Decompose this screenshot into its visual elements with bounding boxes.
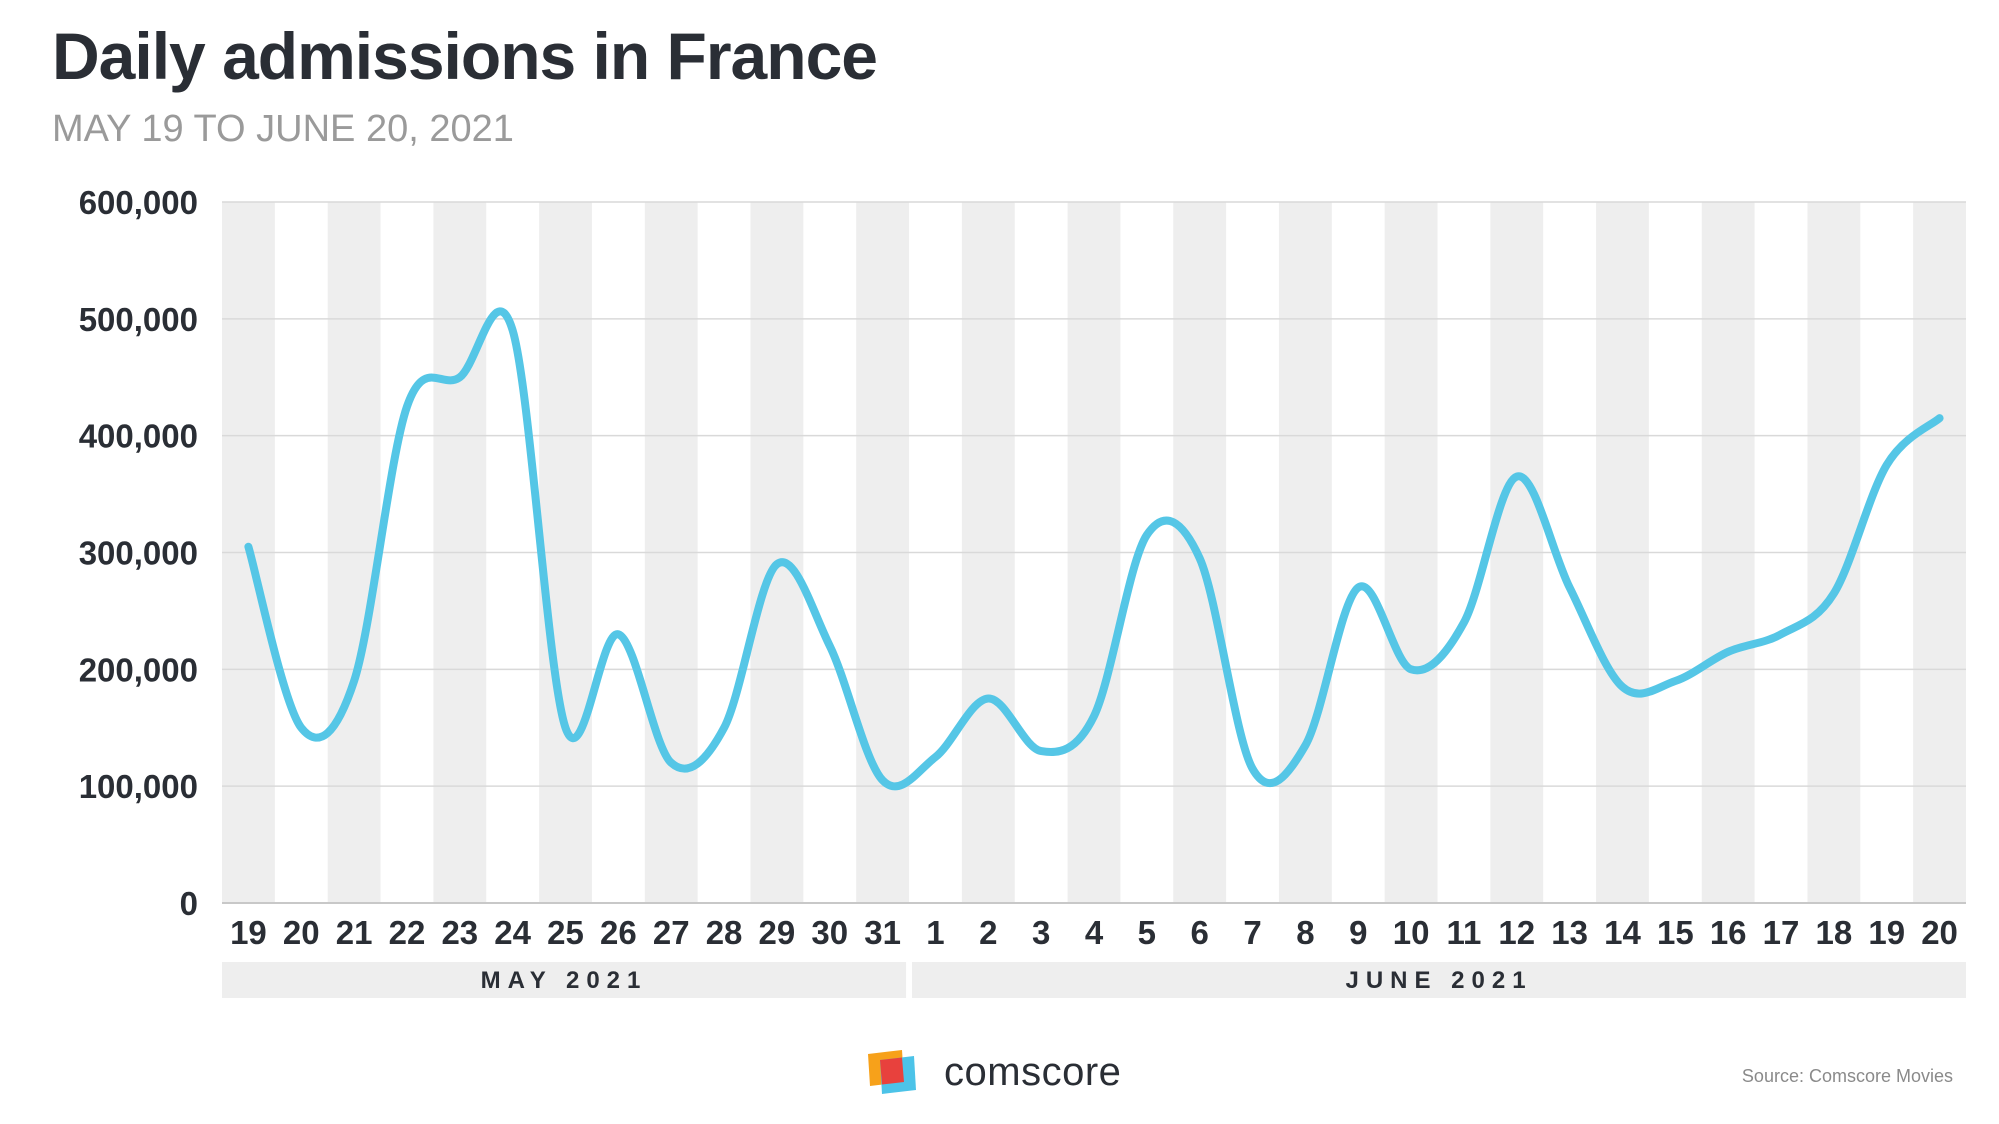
y-tick-label: 200,000	[79, 651, 198, 688]
data-point	[1516, 476, 1518, 478]
x-tick-label: 30	[811, 914, 848, 951]
data-point	[1199, 557, 1201, 559]
data-point	[565, 727, 567, 729]
data-point	[1040, 750, 1042, 752]
x-tick-label: 19	[1868, 914, 1905, 951]
x-tick-label: 18	[1816, 914, 1853, 951]
x-tick-label: 11	[1446, 914, 1481, 951]
data-point	[829, 645, 831, 647]
data-point	[1727, 651, 1729, 653]
comscore-logo-text: comscore	[944, 1049, 1122, 1094]
data-point	[617, 633, 619, 635]
x-tick-label: 1	[926, 914, 944, 951]
data-point	[1674, 680, 1676, 682]
x-tick-label: 25	[547, 914, 584, 951]
x-tick-label: 3	[1032, 914, 1050, 951]
x-tick-label: 21	[336, 914, 373, 951]
data-point	[1569, 587, 1571, 589]
comscore-logo: comscore	[866, 1048, 1121, 1096]
x-tick-label: 20	[283, 914, 320, 951]
x-tick-label: 14	[1604, 914, 1641, 951]
x-tick-label: 17	[1763, 914, 1800, 951]
x-tick-label: 26	[600, 914, 637, 951]
data-point	[1304, 744, 1306, 746]
y-tick-label: 100,000	[79, 768, 198, 805]
data-point	[406, 405, 408, 407]
x-tick-label: 23	[441, 914, 478, 951]
source-note: Source: Comscore Movies	[1741, 1066, 1953, 1086]
data-point	[1833, 592, 1835, 594]
x-tick-label: 16	[1710, 914, 1747, 951]
x-tick-label: 13	[1551, 914, 1588, 951]
data-point	[1410, 668, 1412, 670]
x-tick-label: 29	[759, 914, 796, 951]
y-tick-label: 400,000	[79, 418, 198, 455]
x-tick-label: 19	[230, 914, 267, 951]
data-point	[1886, 464, 1888, 466]
data-point	[1780, 633, 1782, 635]
data-point	[512, 330, 514, 332]
data-point	[1146, 534, 1148, 536]
data-point	[1357, 587, 1359, 589]
series-line	[244, 307, 1944, 791]
y-tick-label: 0	[180, 885, 198, 922]
y-tick-label: 600,000	[79, 184, 198, 221]
x-tick-label: 9	[1349, 914, 1367, 951]
chart-subtitle: MAY 19 TO JUNE 20, 2021	[52, 108, 514, 150]
data-point	[459, 376, 461, 378]
data-point	[670, 762, 672, 764]
data-point	[247, 546, 249, 548]
x-tick-label: 6	[1191, 914, 1209, 951]
month-band	[222, 962, 907, 998]
x-tick-label: 2	[979, 914, 997, 951]
data-point	[776, 563, 778, 565]
data-point	[1939, 417, 1941, 419]
x-tick-label: 31	[864, 914, 901, 951]
x-tick-label: 4	[1085, 914, 1104, 951]
data-point	[353, 680, 355, 682]
x-tick-label: 5	[1138, 914, 1156, 951]
month-label: JUNE 2021	[1345, 967, 1532, 994]
comscore-logo-icon	[868, 1050, 916, 1094]
x-tick-label: 10	[1393, 914, 1430, 951]
data-point	[1621, 686, 1623, 688]
month-label: MAY 2021	[481, 967, 648, 994]
data-point	[723, 727, 725, 729]
data-point	[882, 779, 884, 781]
data-point	[1463, 622, 1465, 624]
chart-title: Daily admissions in France	[52, 19, 878, 93]
x-tick-label: 22	[389, 914, 426, 951]
month-band	[912, 962, 1966, 998]
data-point	[987, 698, 989, 700]
data-point	[300, 727, 302, 729]
x-tick-label: 12	[1498, 914, 1535, 951]
x-tick-label: 27	[653, 914, 690, 951]
x-tick-label: 28	[706, 914, 743, 951]
data-point	[934, 756, 936, 758]
data-point	[1252, 768, 1254, 770]
y-tick-label: 300,000	[79, 535, 198, 572]
y-tick-label: 500,000	[79, 301, 198, 338]
data-point	[1093, 715, 1095, 717]
x-tick-label: 15	[1657, 914, 1694, 951]
x-tick-label: 7	[1243, 914, 1261, 951]
x-tick-label: 24	[494, 914, 531, 951]
x-tick-label: 8	[1296, 914, 1314, 951]
x-tick-label: 20	[1921, 914, 1958, 951]
